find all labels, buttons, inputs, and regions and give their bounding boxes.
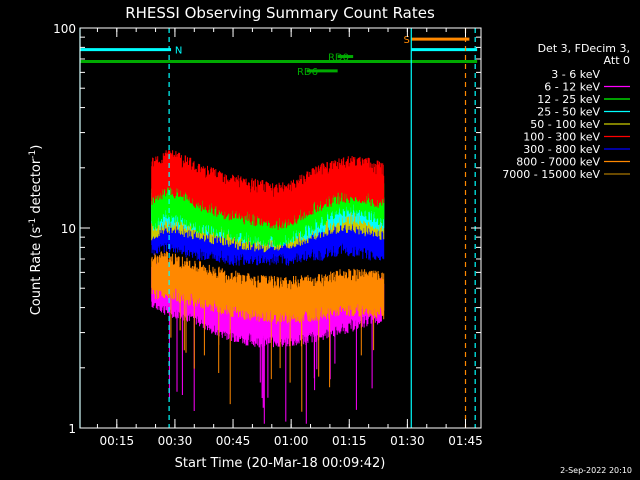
legend-label: 100 - 300 keV xyxy=(523,131,600,144)
annotation-n: N xyxy=(175,46,182,57)
series-800-7000-kev xyxy=(151,251,385,412)
x-tick-label: 01:15 xyxy=(332,434,367,448)
chart-title: RHESSI Observing Summary Count Rates xyxy=(125,4,435,22)
legend-label: 3 - 6 keV xyxy=(551,68,600,81)
legend-label: 12 - 25 keV xyxy=(537,93,600,106)
x-tick-label: 01:45 xyxy=(448,434,483,448)
y-tick-label: 10 xyxy=(61,222,76,236)
legend-header-line-2: Att 0 xyxy=(604,54,630,67)
annotation-s: S xyxy=(404,35,410,46)
y-tick-label: 1 xyxy=(68,422,76,436)
x-tick-label: 00:15 xyxy=(100,434,135,448)
series-band xyxy=(151,149,385,230)
y-tick-label: 100 xyxy=(53,22,76,36)
legend-label: 25 - 50 keV xyxy=(537,106,600,119)
axis-layer: 00:15 00:30 00:45 01:00 01:15 01:30 01:45 1 10 10… xyxy=(53,22,483,448)
date-stamp: 2-Sep-2022 20:10 xyxy=(560,466,632,475)
x-tick-label: 00:30 xyxy=(158,434,193,448)
x-tick-label: 01:30 xyxy=(390,434,425,448)
legend-label: 6 - 12 keV xyxy=(544,81,600,94)
legend-label: 7000 - 15000 keV xyxy=(502,168,600,181)
y-axis-label: Count Rate (s-1 detector-1) xyxy=(28,145,44,316)
x-axis-label: Start Time (20-Mar-18 00:09:42) xyxy=(175,456,386,471)
series-dips xyxy=(170,270,375,412)
x-tick-label: 01:00 xyxy=(274,434,309,448)
x-tick-label: 00:45 xyxy=(216,434,251,448)
annotation-rd6: RD6 xyxy=(297,67,318,78)
annotation-rd0: RD0 xyxy=(328,53,349,64)
legend-label: 300 - 800 keV xyxy=(523,143,600,156)
legend-header-line-1: Det 3, FDecim 3, xyxy=(538,42,630,55)
legend-label: 800 - 7000 keV xyxy=(516,156,600,169)
data-layer xyxy=(151,149,385,424)
series-100-300-kev xyxy=(151,149,385,230)
legend-label: 50 - 100 keV xyxy=(530,118,600,131)
